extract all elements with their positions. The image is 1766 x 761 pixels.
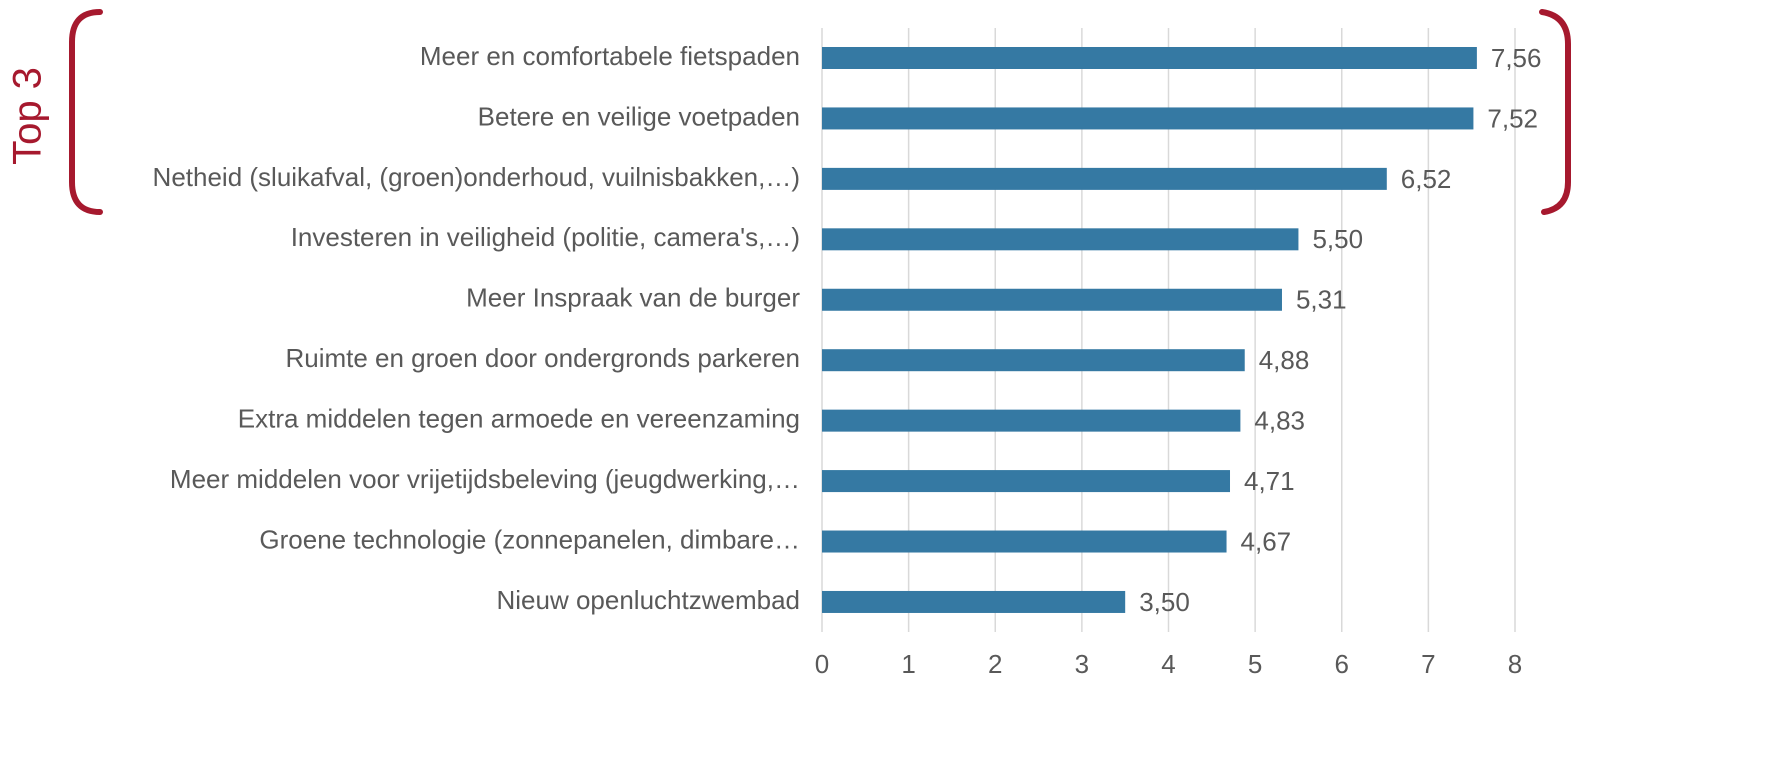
x-tick-label: 7 — [1421, 649, 1435, 679]
x-tick-label: 2 — [988, 649, 1002, 679]
category-label: Betere en veilige voetpaden — [478, 101, 800, 131]
value-label: 5,31 — [1296, 285, 1347, 315]
x-tick-label: 4 — [1161, 649, 1175, 679]
x-tick-label: 0 — [815, 649, 829, 679]
value-label: 4,67 — [1241, 526, 1292, 556]
bar — [822, 288, 1282, 311]
value-label: 6,52 — [1401, 164, 1452, 194]
value-label: 3,50 — [1139, 587, 1190, 617]
category-label: Extra middelen tegen armoede en vereenza… — [238, 404, 800, 434]
x-tick-label: 1 — [901, 649, 915, 679]
bar — [822, 470, 1231, 493]
x-tick-label: 3 — [1075, 649, 1089, 679]
category-label: Investeren in veiligheid (politie, camer… — [291, 222, 800, 252]
annotation: Top 3 — [6, 67, 50, 165]
bracket-right — [1539, 9, 1571, 215]
bar — [822, 107, 1474, 130]
category-label: Meer en comfortabele fietspaden — [420, 41, 800, 71]
value-label: 7,52 — [1487, 103, 1538, 133]
bar — [822, 228, 1299, 251]
bar — [822, 409, 1241, 432]
bar — [822, 167, 1387, 190]
value-label: 5,50 — [1312, 224, 1363, 254]
bar — [822, 530, 1227, 553]
value-label: 7,56 — [1491, 43, 1542, 73]
category-label: Nieuw openluchtzwembad — [496, 585, 800, 615]
category-label: Ruimte en groen door ondergronds parkere… — [285, 343, 800, 373]
value-label: 4,88 — [1259, 345, 1310, 375]
category-label: Groene technologie (zonnepanelen, dimbar… — [259, 524, 800, 554]
category-label: Netheid (sluikafval, (groen)onderhoud, v… — [153, 162, 800, 192]
bar — [822, 349, 1245, 372]
category-label: Meer Inspraak van de burger — [466, 283, 800, 313]
x-tick-label: 5 — [1248, 649, 1262, 679]
bar — [822, 47, 1477, 69]
x-tick-label: 6 — [1335, 649, 1349, 679]
x-tick-label: 8 — [1508, 649, 1522, 679]
value-label: 4,71 — [1244, 466, 1295, 496]
category-label: Meer middelen voor vrijetijdsbeleving (j… — [170, 464, 800, 494]
bar — [822, 590, 1126, 613]
value-label: 4,83 — [1254, 406, 1305, 436]
bracket-left — [69, 9, 103, 215]
